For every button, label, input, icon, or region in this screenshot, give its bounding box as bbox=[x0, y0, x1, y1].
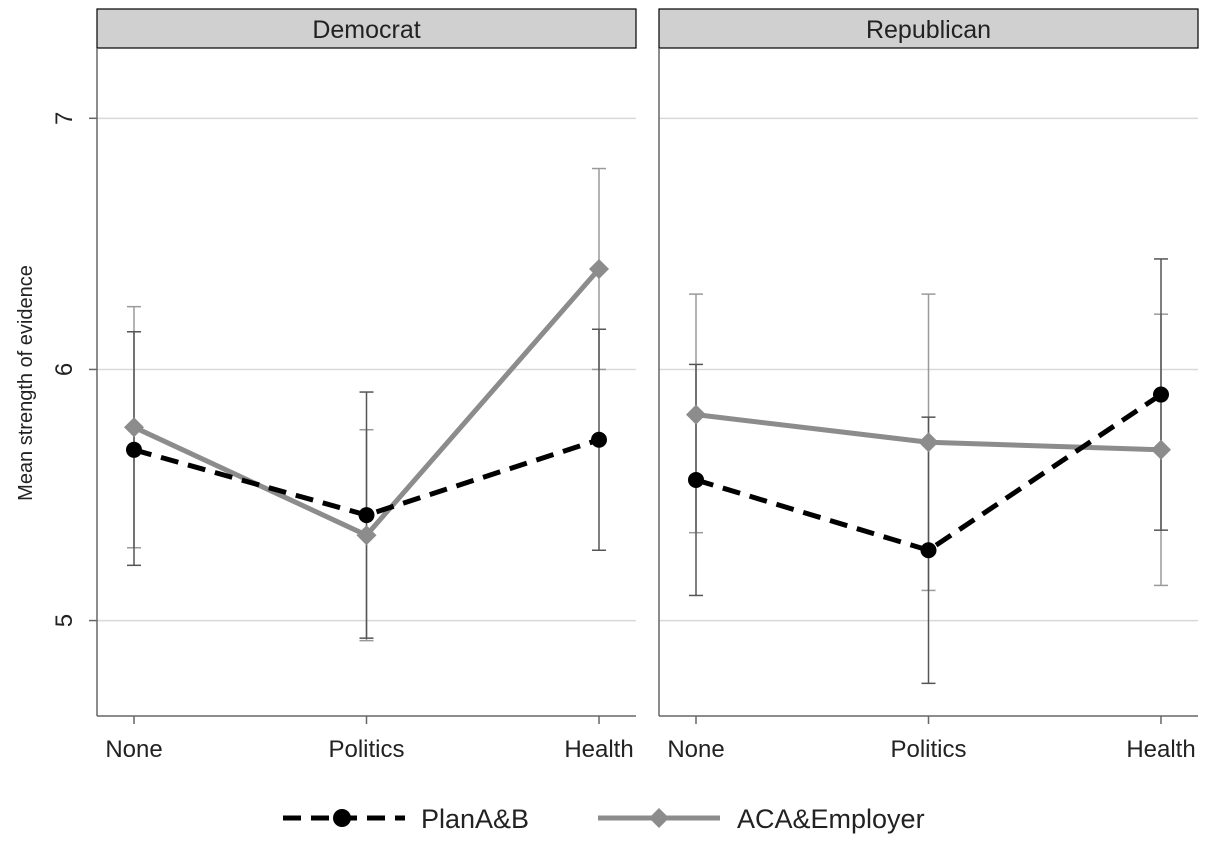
x-tick-label-none: None bbox=[667, 736, 724, 763]
data-point-aca-employer bbox=[1151, 439, 1171, 460]
x-tick-label-none: None bbox=[105, 736, 162, 763]
panel-strip-democrat bbox=[96, 8, 637, 49]
panel-title-democrat: Democrat bbox=[312, 16, 420, 44]
x-tick-label-politics: Politics bbox=[890, 736, 966, 763]
x-tick-label-politics: Politics bbox=[328, 736, 404, 763]
data-point-aca-employer bbox=[124, 417, 144, 438]
data-point-plana-b bbox=[591, 431, 607, 448]
panel-democrat: Democrat 5 6 7 None Politics Health bbox=[51, 8, 637, 763]
plot-area-republican bbox=[686, 258, 1171, 685]
panel-republican: Republican None Politics Health bbox=[658, 8, 1199, 763]
legend-label-plana-b: PlanA&B bbox=[421, 804, 529, 834]
data-point-plana-b bbox=[126, 441, 142, 458]
panel-strip-republican bbox=[658, 8, 1199, 49]
y-axis-title: Mean strength of evidence bbox=[15, 265, 37, 501]
legend-item-plana-b: PlanA&B bbox=[283, 804, 529, 834]
plot-area-democrat bbox=[124, 167, 609, 642]
data-point-plana-b bbox=[1153, 386, 1169, 403]
y-tick-label: 7 bbox=[51, 112, 78, 125]
legend-label-aca-employer: ACA&Employer bbox=[737, 804, 925, 834]
data-point-plana-b bbox=[920, 542, 937, 559]
data-point-plana-b bbox=[688, 471, 704, 488]
data-point-aca-employer bbox=[589, 258, 609, 279]
x-tick-label-health: Health bbox=[1126, 736, 1195, 763]
legend-item-aca-employer: ACA&Employer bbox=[598, 804, 925, 834]
x-ticks: None Politics Health bbox=[667, 716, 1196, 763]
data-point-aca-employer bbox=[686, 404, 706, 425]
y-tick-label: 6 bbox=[51, 363, 78, 376]
data-point-aca-employer bbox=[356, 525, 377, 546]
legend-marker-plana-b bbox=[333, 809, 351, 827]
legend: PlanA&B ACA&Employer bbox=[283, 804, 925, 834]
panel-title-republican: Republican bbox=[866, 16, 991, 44]
data-point-plana-b bbox=[358, 507, 375, 524]
x-ticks: None Politics Health bbox=[105, 716, 634, 763]
data-point-aca-employer bbox=[918, 432, 939, 453]
series-line-plana-b bbox=[695, 392, 1163, 553]
legend-marker-aca-employer bbox=[649, 808, 669, 828]
x-tick-label-health: Health bbox=[564, 736, 633, 763]
y-ticks: 5 6 7 bbox=[51, 112, 97, 627]
y-tick-label: 5 bbox=[51, 614, 78, 627]
